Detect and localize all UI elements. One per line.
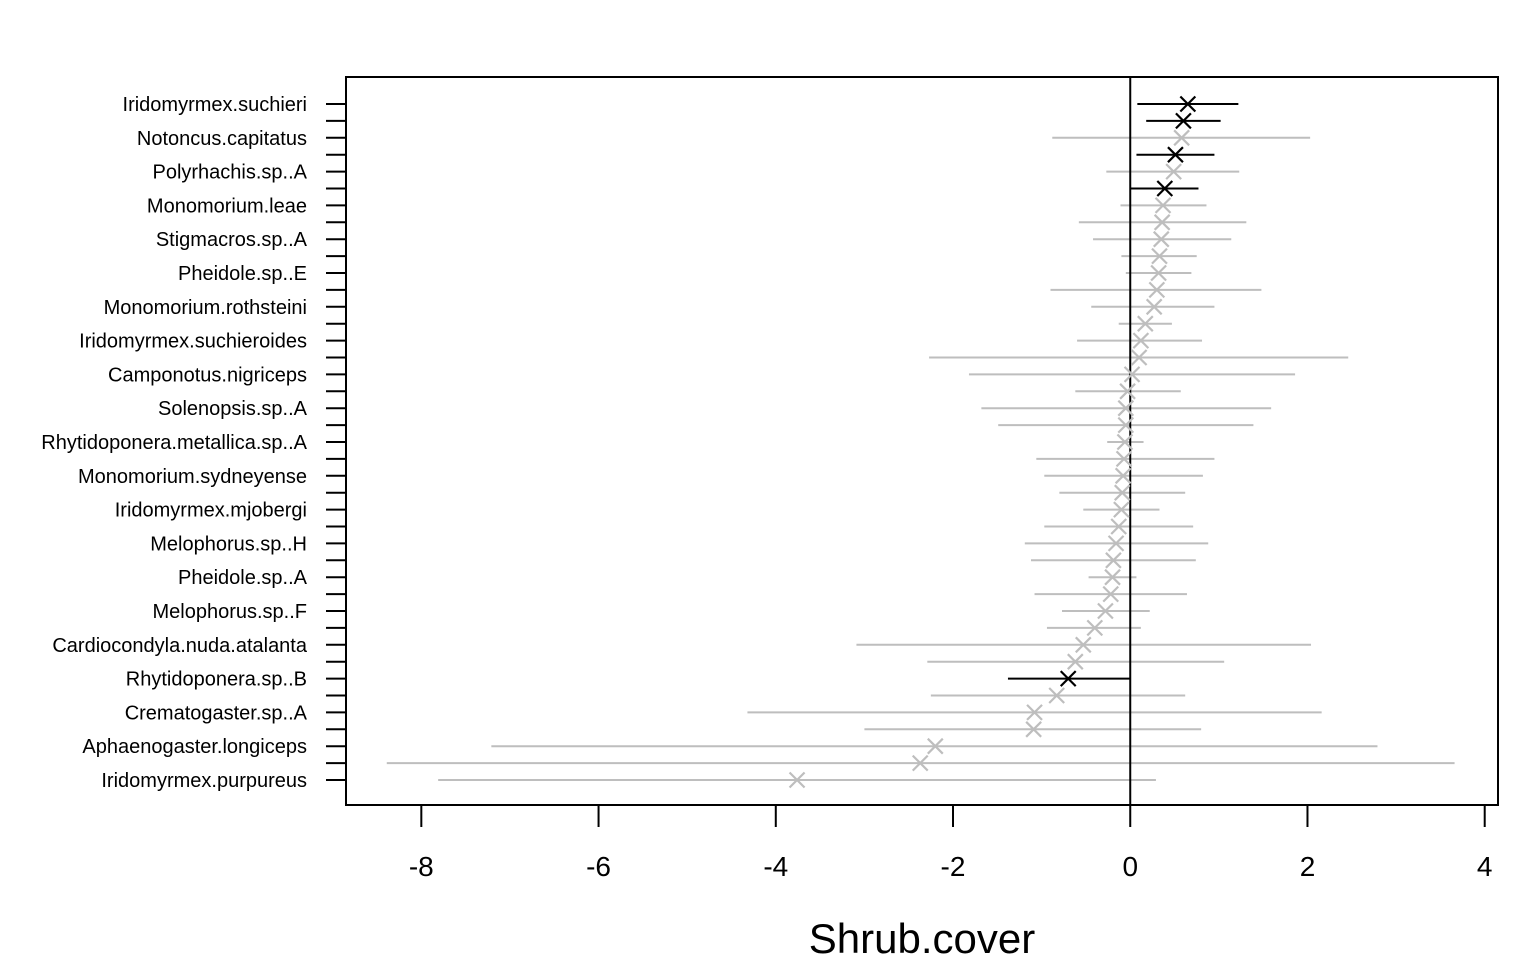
category-label: Melophorus.sp..F: [152, 601, 307, 623]
category-label: Polyrhachis.sp..A: [152, 162, 307, 184]
category-label: Iridomyrmex.suchieroides: [79, 331, 307, 353]
point-marker: [1175, 112, 1192, 130]
point-marker: [1167, 146, 1184, 163]
point-marker: [1086, 619, 1104, 637]
points-layer: [788, 95, 1197, 789]
y-axis: Iridomyrmex.suchieri Notoncus.capitatus Po…: [41, 94, 346, 792]
point-marker: [1130, 349, 1148, 366]
point-marker: [1151, 247, 1168, 265]
point-marker: [927, 737, 944, 755]
interval-lines-layer: [386, 103, 1455, 781]
category-label: Solenopsis.sp..A: [158, 398, 308, 420]
point-marker: [1113, 484, 1131, 501]
point-marker: [1165, 163, 1182, 180]
point-marker: [1154, 197, 1172, 214]
x-tick-label: -2: [941, 851, 966, 882]
category-label: Rhytidoponera.sp..B: [126, 669, 307, 691]
point-marker: [1114, 467, 1132, 485]
point-marker: [1123, 366, 1141, 383]
category-label: Notoncus.capitatus: [137, 128, 307, 150]
x-tick-label: -4: [763, 851, 788, 882]
category-label: Stigmacros.sp..A: [156, 229, 308, 251]
category-label: Rhytidoponera.metallica.sp..A: [41, 432, 307, 454]
point-marker: [1150, 264, 1167, 282]
x-axis: -8 -6 -4 -2 0 2 4: [409, 804, 1493, 882]
category-label: Aphaenogaster.longiceps: [82, 736, 307, 758]
point-marker: [1153, 214, 1171, 231]
point-marker: [1116, 433, 1134, 451]
point-marker: [1117, 416, 1135, 434]
point-marker: [1059, 670, 1077, 687]
x-tick-label: 4: [1477, 851, 1493, 882]
category-label: Iridomyrmex.suchieri: [123, 94, 307, 116]
point-marker: [1075, 636, 1092, 654]
x-tick-label: 2: [1300, 851, 1316, 882]
point-marker: [1113, 501, 1130, 518]
point-marker: [788, 771, 806, 789]
point-marker: [1025, 721, 1042, 738]
point-marker: [1148, 281, 1166, 299]
plot-frame: [345, 76, 1499, 806]
point-marker: [1048, 687, 1065, 704]
category-label: Monomorium.sydneyense: [78, 466, 307, 488]
point-marker: [1102, 585, 1120, 603]
point-marker: [1026, 704, 1043, 721]
point-marker: [1117, 399, 1135, 417]
category-label: Camponotus.nigriceps: [108, 364, 307, 386]
point-marker: [1105, 552, 1122, 569]
point-marker: [1152, 230, 1170, 248]
point-marker: [1156, 180, 1174, 197]
category-label: Pheidole.sp..E: [178, 263, 307, 285]
point-marker: [1107, 535, 1125, 552]
category-label: Pheidole.sp..A: [178, 567, 308, 589]
point-marker: [1097, 602, 1114, 620]
category-label: Cardiocondyla.nuda.atalanta: [52, 635, 308, 657]
point-marker: [1104, 568, 1121, 586]
point-marker: [1145, 298, 1163, 316]
point-marker: [1132, 332, 1150, 349]
point-marker: [1067, 653, 1084, 670]
point-marker: [1179, 95, 1197, 113]
category-label: Crematogaster.sp..A: [125, 702, 308, 724]
point-marker: [1115, 450, 1133, 468]
x-tick-label: -8: [409, 851, 434, 882]
category-label: Monomorium.rothsteini: [104, 297, 307, 319]
point-marker: [911, 754, 929, 772]
x-tick-label: 0: [1122, 851, 1138, 882]
x-tick-label: -6: [586, 851, 611, 882]
category-label: Monomorium.leae: [147, 195, 307, 217]
point-marker: [1119, 383, 1136, 400]
point-marker: [1110, 518, 1128, 535]
x-axis-label: Shrub.cover: [809, 915, 1035, 960]
point-marker: [1137, 315, 1154, 332]
category-label: Iridomyrmex.purpureus: [101, 770, 307, 792]
point-marker: [1173, 129, 1190, 147]
category-label: Melophorus.sp..H: [150, 533, 307, 555]
category-label: Iridomyrmex.mjobergi: [115, 500, 307, 522]
